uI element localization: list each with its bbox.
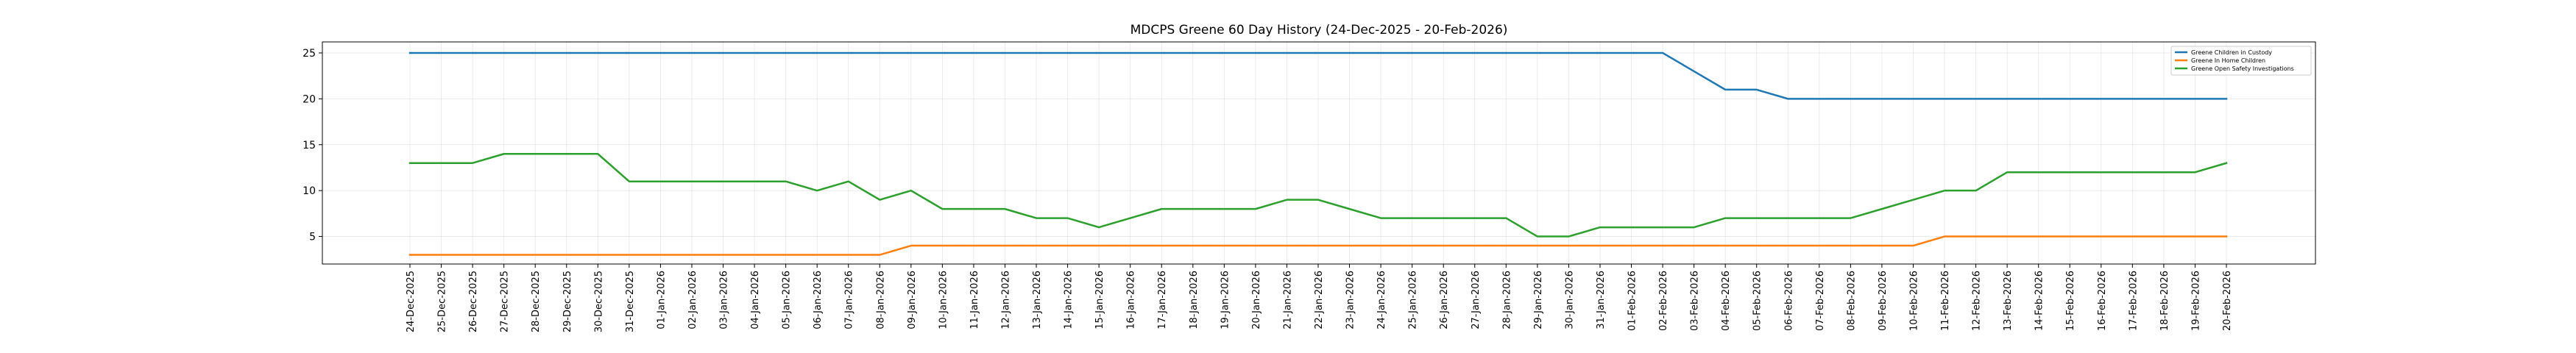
x-tick-label: 15-Feb-2026 bbox=[2065, 271, 2076, 331]
y-axis: 5 10 15 20 25 bbox=[302, 48, 322, 243]
x-tick-label: 04-Feb-2026 bbox=[1721, 271, 1732, 331]
x-tick-label: 04-Jan-2026 bbox=[750, 271, 761, 329]
x-tick-label: 09-Feb-2026 bbox=[1878, 271, 1889, 331]
x-tick-label: 11-Jan-2026 bbox=[969, 271, 980, 329]
x-tick-label: 22-Jan-2026 bbox=[1314, 271, 1325, 329]
series-lines bbox=[408, 51, 2228, 256]
x-tick-label: 18-Jan-2026 bbox=[1189, 271, 1200, 329]
x-tick-label: 23-Jan-2026 bbox=[1345, 271, 1356, 329]
x-tick-label: 19-Feb-2026 bbox=[2190, 271, 2201, 331]
y-tick-label: 5 bbox=[309, 232, 316, 243]
x-tick-label: 17-Feb-2026 bbox=[2128, 271, 2139, 331]
x-tick-label: 02-Feb-2026 bbox=[1658, 271, 1669, 331]
x-tick-label: 06-Feb-2026 bbox=[1783, 271, 1794, 331]
y-tick-label: 15 bbox=[302, 140, 316, 151]
x-tick-label: 26-Dec-2025 bbox=[468, 271, 479, 332]
x-tick-label: 26-Jan-2026 bbox=[1439, 271, 1450, 329]
x-axis: 24-Dec-2025 25-Dec-2025 26-Dec-2025 27-Dec-… bbox=[406, 264, 2233, 332]
x-tick-label: 31-Dec-2025 bbox=[625, 271, 636, 332]
x-tick-label: 30-Dec-2025 bbox=[593, 271, 604, 332]
x-tick-label: 07-Jan-2026 bbox=[844, 271, 855, 329]
x-tick-label: 13-Jan-2026 bbox=[1032, 271, 1043, 329]
legend-label: Greene In Home Children bbox=[2191, 57, 2265, 64]
x-tick-label: 28-Jan-2026 bbox=[1501, 271, 1512, 329]
y-tick-label: 20 bbox=[302, 93, 316, 105]
y-tick-label: 25 bbox=[302, 48, 316, 60]
x-tick-label: 28-Dec-2025 bbox=[531, 271, 542, 332]
x-tick-label: 01-Feb-2026 bbox=[1627, 271, 1638, 331]
x-tick-label: 20-Jan-2026 bbox=[1251, 271, 1262, 329]
legend-box bbox=[2170, 46, 2312, 76]
x-tick-label: 29-Dec-2025 bbox=[562, 271, 573, 332]
x-tick-label: 30-Jan-2026 bbox=[1564, 271, 1575, 329]
x-tick-label: 08-Jan-2026 bbox=[875, 271, 886, 329]
plot-frame bbox=[322, 41, 2316, 265]
x-tick-label: 21-Jan-2026 bbox=[1282, 271, 1293, 329]
x-tick-label: 24-Dec-2025 bbox=[406, 271, 417, 332]
series-line bbox=[408, 153, 2228, 238]
x-tick-label: 03-Jan-2026 bbox=[719, 271, 730, 329]
x-tick-label: 24-Jan-2026 bbox=[1376, 271, 1387, 329]
x-tick-label: 20-Feb-2026 bbox=[2222, 271, 2233, 331]
x-tick-label: 27-Dec-2025 bbox=[500, 271, 511, 332]
x-tick-label: 05-Feb-2026 bbox=[1752, 271, 1763, 331]
chart-title: MDCPS Greene 60 Day History (24-Dec-2025… bbox=[1130, 23, 1508, 38]
grid bbox=[322, 42, 2315, 264]
x-tick-label: 29-Jan-2026 bbox=[1533, 271, 1544, 329]
series-line bbox=[408, 51, 2228, 100]
x-tick-label: 01-Jan-2026 bbox=[656, 271, 667, 329]
legend-label: Greene Children in Custody bbox=[2191, 49, 2272, 56]
x-tick-label: 31-Jan-2026 bbox=[1596, 271, 1607, 329]
x-tick-label: 25-Dec-2025 bbox=[437, 271, 448, 332]
x-tick-label: 12-Feb-2026 bbox=[1972, 271, 1983, 331]
x-tick-label: 14-Feb-2026 bbox=[2034, 271, 2045, 331]
series-line bbox=[408, 235, 2228, 256]
x-tick-label: 06-Jan-2026 bbox=[813, 271, 824, 329]
x-tick-label: 15-Jan-2026 bbox=[1094, 271, 1105, 329]
x-tick-label: 10-Jan-2026 bbox=[938, 271, 949, 329]
x-tick-label: 02-Jan-2026 bbox=[687, 271, 698, 329]
x-tick-label: 10-Feb-2026 bbox=[1908, 271, 1919, 331]
x-tick-label: 12-Jan-2026 bbox=[1000, 271, 1011, 329]
x-tick-label: 27-Jan-2026 bbox=[1471, 271, 1482, 329]
x-tick-label: 16-Jan-2026 bbox=[1126, 271, 1137, 329]
x-tick-label: 13-Feb-2026 bbox=[2003, 271, 2014, 331]
x-tick-label: 03-Feb-2026 bbox=[1690, 271, 1701, 331]
x-tick-label: 05-Jan-2026 bbox=[782, 271, 793, 329]
x-tick-label: 14-Jan-2026 bbox=[1064, 271, 1075, 329]
x-tick-label: 18-Feb-2026 bbox=[2159, 271, 2170, 331]
x-tick-label: 16-Feb-2026 bbox=[2097, 271, 2108, 331]
x-tick-label: 11-Feb-2026 bbox=[1940, 271, 1951, 331]
y-tick-label: 10 bbox=[302, 185, 316, 197]
x-tick-label: 08-Feb-2026 bbox=[1846, 271, 1857, 331]
legend-label: Greene Open Safety Investigations bbox=[2191, 65, 2294, 72]
x-tick-label: 17-Jan-2026 bbox=[1157, 271, 1168, 329]
x-tick-label: 07-Feb-2026 bbox=[1815, 271, 1826, 331]
x-tick-label: 09-Jan-2026 bbox=[907, 271, 918, 329]
x-tick-label: 19-Jan-2026 bbox=[1220, 271, 1231, 329]
x-tick-label: 25-Jan-2026 bbox=[1408, 271, 1419, 329]
